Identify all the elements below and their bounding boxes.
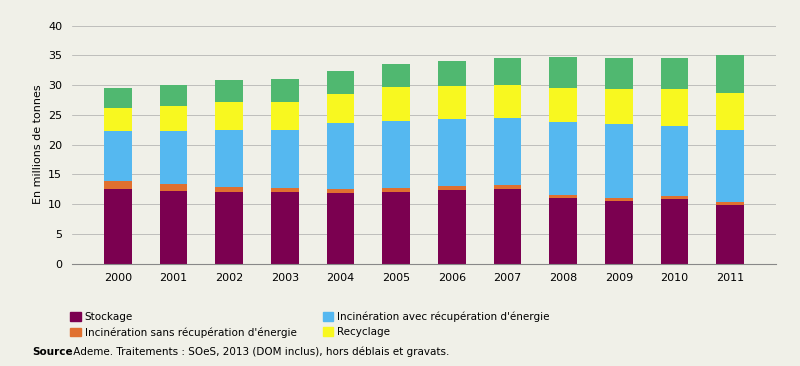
- Bar: [438, 119, 466, 186]
- Y-axis label: En millions de tonnes: En millions de tonnes: [33, 85, 42, 204]
- Bar: [661, 196, 688, 199]
- Bar: [215, 81, 243, 102]
- Bar: [716, 205, 744, 264]
- Bar: [494, 85, 522, 118]
- Bar: [494, 189, 522, 264]
- Bar: [326, 193, 354, 264]
- Bar: [438, 61, 466, 86]
- Bar: [271, 79, 298, 102]
- Bar: [716, 93, 744, 130]
- Bar: [104, 108, 132, 131]
- Bar: [104, 189, 132, 264]
- Bar: [550, 198, 577, 264]
- Bar: [494, 58, 522, 85]
- Bar: [438, 190, 466, 264]
- Bar: [438, 86, 466, 119]
- Text: Ademe. Traitements : SOeS, 2013 (DOM inclus), hors déblais et gravats.: Ademe. Traitements : SOeS, 2013 (DOM inc…: [70, 346, 450, 357]
- Bar: [550, 88, 577, 122]
- Bar: [661, 199, 688, 264]
- Bar: [326, 71, 354, 94]
- Bar: [550, 122, 577, 195]
- Bar: [382, 64, 410, 87]
- Bar: [550, 195, 577, 198]
- Bar: [382, 188, 410, 192]
- Bar: [104, 131, 132, 182]
- Bar: [326, 123, 354, 188]
- Bar: [382, 121, 410, 188]
- Bar: [160, 106, 187, 131]
- Bar: [104, 88, 132, 108]
- Bar: [160, 85, 187, 106]
- Bar: [160, 191, 187, 264]
- Bar: [271, 192, 298, 264]
- Bar: [104, 182, 132, 189]
- Bar: [271, 102, 298, 130]
- Bar: [716, 202, 744, 205]
- Bar: [382, 87, 410, 121]
- Bar: [661, 126, 688, 196]
- Bar: [215, 102, 243, 130]
- Bar: [326, 94, 354, 123]
- Bar: [438, 186, 466, 190]
- Bar: [382, 192, 410, 264]
- Bar: [215, 191, 243, 264]
- Bar: [550, 57, 577, 88]
- Bar: [605, 198, 633, 201]
- Bar: [215, 187, 243, 191]
- Text: Source: Source: [32, 347, 73, 357]
- Bar: [494, 118, 522, 185]
- Bar: [160, 131, 187, 184]
- Bar: [605, 124, 633, 198]
- Bar: [160, 184, 187, 191]
- Bar: [271, 188, 298, 192]
- Bar: [271, 130, 298, 188]
- Bar: [661, 58, 688, 89]
- Bar: [326, 188, 354, 193]
- Bar: [716, 130, 744, 202]
- Bar: [605, 89, 633, 124]
- Bar: [661, 89, 688, 126]
- Bar: [605, 201, 633, 264]
- Bar: [215, 130, 243, 187]
- Legend: Stockage, Incinération sans récupération d'énergie, Incinération avec récupérati: Stockage, Incinération sans récupération…: [70, 311, 550, 338]
- Bar: [605, 58, 633, 89]
- Bar: [494, 185, 522, 189]
- Bar: [716, 55, 744, 93]
